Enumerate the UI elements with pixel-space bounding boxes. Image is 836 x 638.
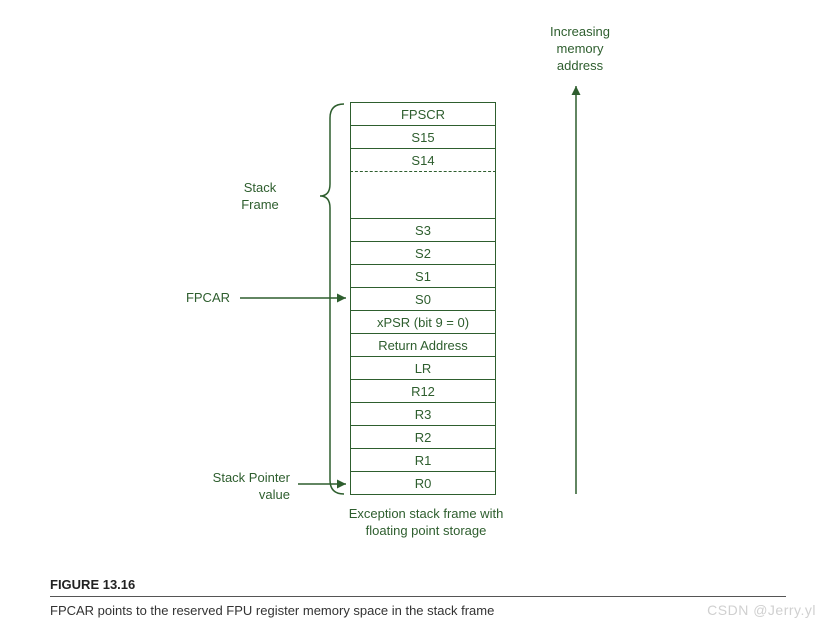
cell-s1-label: S1 xyxy=(415,269,431,284)
cell-s0-label: S0 xyxy=(415,292,431,307)
exception-frame-caption-text: Exception stack frame withfloating point… xyxy=(349,506,504,538)
cell-r12: R12 xyxy=(350,379,496,403)
cell-s3: S3 xyxy=(350,218,496,242)
cell-s15-label: S15 xyxy=(411,130,434,145)
cell-r2-label: R2 xyxy=(415,430,432,445)
diagram-canvas: Increasingmemoryaddress FPSCR S15 S14 S3… xyxy=(0,0,836,638)
exception-frame-caption: Exception stack frame withfloating point… xyxy=(326,506,526,540)
cell-fpscr-label: FPSCR xyxy=(401,107,445,122)
cell-lr: LR xyxy=(350,356,496,380)
stack-frame-text: StackFrame xyxy=(241,180,279,212)
cell-gap xyxy=(350,171,496,219)
increasing-memory-label: Increasingmemoryaddress xyxy=(510,24,650,75)
figure-caption: FPCAR points to the reserved FPU registe… xyxy=(50,597,786,618)
cell-s14-label: S14 xyxy=(411,153,434,168)
cell-s2: S2 xyxy=(350,241,496,265)
cell-s0: S0 xyxy=(350,287,496,311)
cell-xpsr-label: xPSR (bit 9 = 0) xyxy=(377,315,469,330)
cell-return-address-label: Return Address xyxy=(378,338,468,353)
stack-pointer-label: Stack Pointervalue xyxy=(190,470,290,504)
stack-frame-bracket xyxy=(320,104,344,494)
cell-s14: S14 xyxy=(350,148,496,172)
cell-s15: S15 xyxy=(350,125,496,149)
fpcar-label: FPCAR xyxy=(170,290,230,305)
cell-r0-label: R0 xyxy=(415,476,432,491)
stack-frame-label: StackFrame xyxy=(230,180,290,214)
cell-r3-label: R3 xyxy=(415,407,432,422)
cell-s1: S1 xyxy=(350,264,496,288)
cell-lr-label: LR xyxy=(415,361,432,376)
cell-s3-label: S3 xyxy=(415,223,431,238)
watermark: CSDN @Jerry.yl xyxy=(707,602,816,618)
cell-r3: R3 xyxy=(350,402,496,426)
cell-xpsr: xPSR (bit 9 = 0) xyxy=(350,310,496,334)
cell-r0: R0 xyxy=(350,471,496,495)
figure-footer: FIGURE 13.16 FPCAR points to the reserve… xyxy=(50,577,786,618)
fpcar-text: FPCAR xyxy=(186,290,230,305)
cell-s2-label: S2 xyxy=(415,246,431,261)
figure-number: FIGURE 13.16 xyxy=(50,577,786,596)
increasing-memory-text: Increasingmemoryaddress xyxy=(550,24,610,73)
cell-r12-label: R12 xyxy=(411,384,435,399)
cell-r1-label: R1 xyxy=(415,453,432,468)
cell-fpscr: FPSCR xyxy=(350,102,496,126)
cell-return-address: Return Address xyxy=(350,333,496,357)
cell-r2: R2 xyxy=(350,425,496,449)
cell-r1: R1 xyxy=(350,448,496,472)
stack-pointer-text: Stack Pointervalue xyxy=(213,470,290,502)
